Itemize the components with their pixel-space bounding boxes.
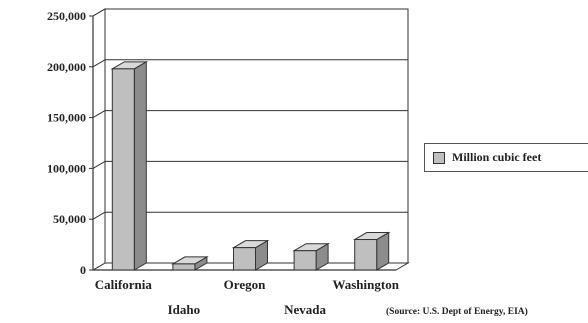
legend-label: Million cubic feet [452,150,542,164]
gridline-side [92,160,106,169]
plot-area: 0 50,000 100,000 150,000 200,000 250,000 Calif… [47,8,410,317]
x-tick-label: Washington [332,277,399,292]
bar [172,263,196,271]
y-tick-label: 200,000 [47,60,86,74]
gridline-side [92,59,106,68]
x-tick-label: Nevada [284,302,326,317]
bar [354,239,378,271]
x-tick-label: Oregon [224,277,266,292]
x-tick-label: Idaho [168,302,201,317]
y-tick-label: 150,000 [47,111,86,125]
gridline-side [92,211,106,220]
source-note: (Source: U.S. Dept of Energy, EIA) [386,307,528,317]
x-tick-label: California [95,277,153,292]
bar-side [133,60,147,271]
y-tick-label: 0 [80,263,86,277]
y-tick-label: 50,000 [53,212,86,226]
legend-swatch [433,151,445,164]
bar [293,250,317,271]
side-wall [92,8,106,271]
y-tick-label: 100,000 [47,161,86,175]
bar [233,247,256,271]
gridline-side [92,8,106,17]
gridline-side [92,110,106,119]
back-wall [104,8,409,264]
legend: Million cubic feet [424,143,588,172]
y-tick-label: 250,000 [47,9,86,23]
bar [111,68,135,271]
